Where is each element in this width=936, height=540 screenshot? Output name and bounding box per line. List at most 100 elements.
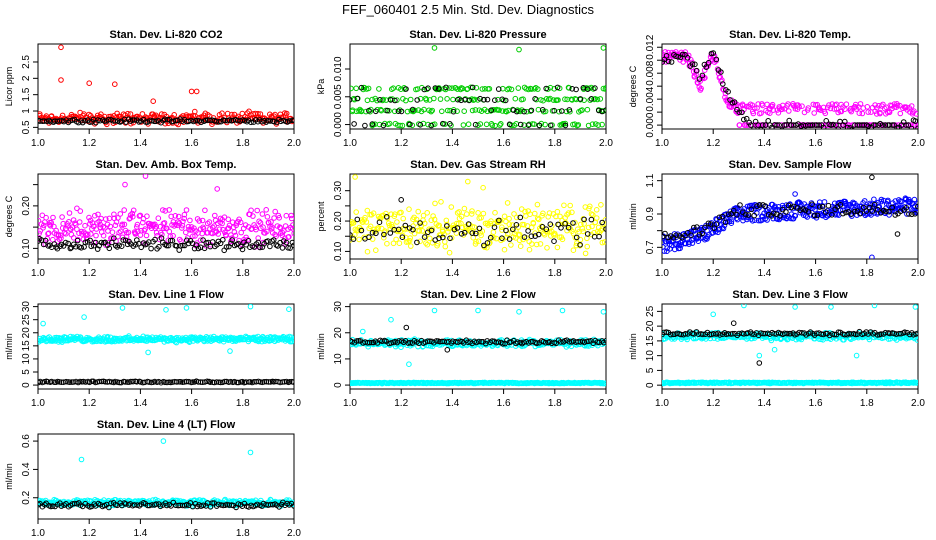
x-tick-label: 1.4 — [757, 398, 771, 409]
data-point — [437, 96, 444, 102]
x-tick-label: 1.4 — [445, 138, 459, 149]
data-point — [255, 110, 261, 117]
data-point — [721, 222, 728, 229]
data-point — [153, 223, 160, 230]
data-point — [469, 230, 476, 236]
data-point — [188, 88, 195, 95]
data-point — [598, 202, 604, 208]
data-point — [903, 205, 910, 211]
data-point — [897, 110, 904, 117]
data-point — [73, 243, 79, 250]
data-point — [398, 86, 404, 92]
data-point — [112, 118, 118, 124]
data-point — [521, 108, 527, 115]
data-point — [597, 96, 604, 102]
y-axis-label: percent — [316, 201, 326, 232]
data-point — [582, 250, 589, 257]
data-point — [662, 230, 668, 237]
data-point — [363, 219, 370, 225]
data-point — [768, 211, 775, 217]
data-point — [40, 225, 46, 231]
data-point — [220, 237, 226, 243]
data-point — [696, 232, 703, 238]
data-point — [171, 223, 177, 229]
data-point — [694, 224, 700, 230]
data-point — [439, 108, 445, 115]
data-point — [540, 210, 546, 217]
x-tick-label: 1.2 — [706, 398, 720, 409]
data-point — [903, 122, 909, 128]
data-point — [580, 228, 586, 235]
data-point — [501, 213, 508, 220]
data-point — [143, 232, 150, 239]
data-point — [679, 51, 686, 58]
data-point — [214, 186, 220, 192]
x-tick-label: 1.6 — [809, 268, 823, 279]
data-point — [109, 239, 115, 246]
data-point — [508, 339, 514, 345]
data-point — [756, 352, 763, 359]
data-point — [410, 226, 416, 233]
data-point — [786, 117, 793, 124]
data-point — [562, 96, 568, 102]
data-point — [112, 222, 119, 229]
data-point — [388, 316, 394, 323]
data-point — [506, 215, 512, 222]
data-point — [366, 339, 373, 346]
data-point — [450, 96, 456, 103]
data-point — [710, 50, 717, 56]
data-point — [395, 108, 402, 114]
data-point — [375, 225, 382, 231]
data-point — [87, 119, 93, 125]
data-point — [291, 242, 294, 249]
data-point — [98, 239, 105, 246]
data-point — [279, 245, 286, 251]
x-tick-label: 1.4 — [133, 398, 147, 409]
data-point — [466, 97, 472, 104]
data-point — [119, 221, 126, 228]
data-point — [115, 215, 121, 221]
data-point — [225, 216, 231, 223]
data-point — [239, 246, 246, 253]
data-point — [86, 80, 92, 86]
data-point — [527, 108, 534, 114]
data-point — [894, 102, 901, 109]
data-point — [104, 242, 111, 248]
data-point — [209, 239, 216, 245]
data-point — [584, 106, 591, 113]
data-point — [503, 227, 509, 234]
data-point — [831, 331, 838, 338]
data-point — [257, 244, 263, 251]
data-point — [792, 213, 799, 219]
data-point — [236, 216, 242, 223]
data-point — [244, 118, 250, 125]
data-point — [725, 211, 732, 217]
data-point — [135, 228, 141, 235]
data-point — [693, 71, 699, 78]
data-point — [417, 122, 424, 128]
data-point — [164, 379, 170, 386]
data-point — [358, 227, 365, 234]
plot-frame — [661, 173, 919, 260]
data-point — [809, 201, 815, 208]
data-point — [381, 231, 387, 238]
data-point — [381, 234, 387, 241]
data-point — [100, 232, 107, 239]
data-point — [277, 225, 284, 231]
data-point — [465, 121, 472, 127]
data-point — [283, 212, 290, 219]
data-point — [506, 236, 513, 242]
data-point — [857, 210, 864, 217]
data-point — [833, 122, 839, 128]
data-point — [528, 107, 535, 114]
data-point — [569, 209, 575, 216]
data-point — [710, 311, 717, 318]
data-point — [417, 220, 423, 226]
data-point — [165, 242, 172, 249]
data-point — [514, 339, 521, 345]
data-point — [871, 201, 878, 208]
data-point — [415, 107, 422, 113]
data-point — [812, 206, 818, 213]
x-tick-label: 1.2 — [394, 138, 408, 149]
